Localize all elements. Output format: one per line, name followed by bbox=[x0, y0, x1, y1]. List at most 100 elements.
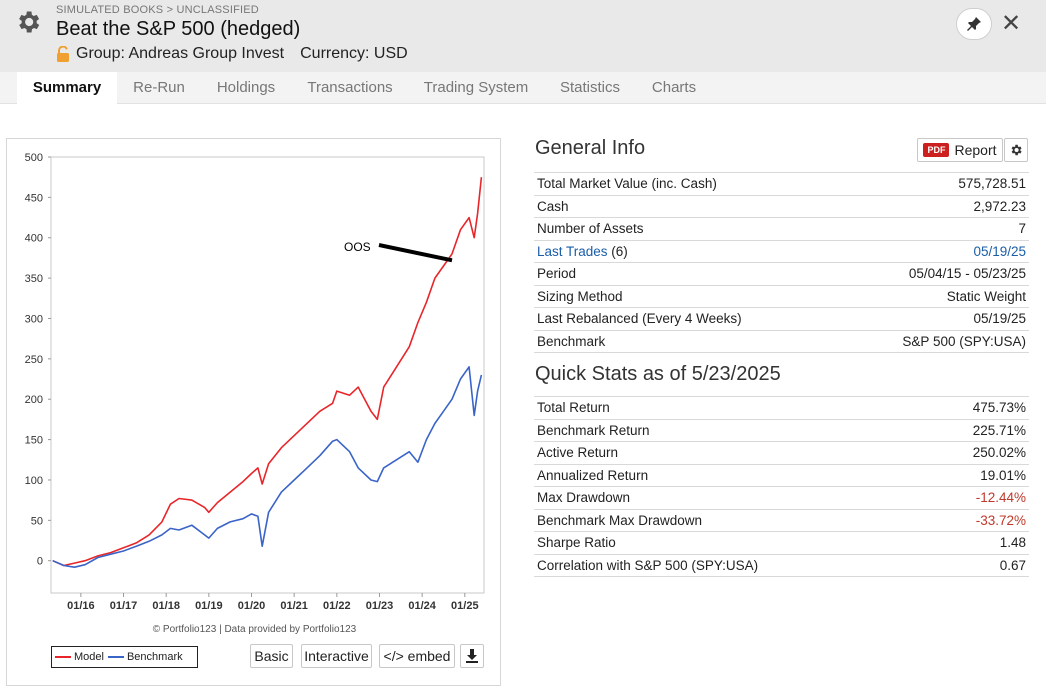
x-tick-label: 01/19 bbox=[195, 600, 223, 612]
row-label: Number of Assets bbox=[534, 217, 841, 241]
row-label: Total Market Value (inc. Cash) bbox=[534, 172, 841, 196]
y-tick-label: 450 bbox=[25, 192, 43, 204]
row-label: Benchmark bbox=[534, 330, 841, 353]
y-tick-label: 50 bbox=[31, 515, 43, 527]
y-tick-label: 500 bbox=[25, 152, 43, 164]
table-row: Correlation with S&P 500 (SPY:USA) 0.67 bbox=[534, 554, 1029, 577]
y-tick-label: 350 bbox=[25, 273, 43, 285]
pin-button[interactable] bbox=[956, 8, 992, 40]
report-settings-button[interactable] bbox=[1004, 138, 1028, 162]
y-tick-label: 250 bbox=[25, 354, 43, 366]
row-label: Correlation with S&P 500 (SPY:USA) bbox=[534, 554, 927, 577]
table-row: Last Rebalanced (Every 4 Weeks) 05/19/25 bbox=[534, 307, 1029, 331]
tab-trading-system[interactable]: Trading System bbox=[423, 79, 529, 96]
download-button[interactable] bbox=[460, 644, 484, 668]
x-tick-label: 01/23 bbox=[366, 600, 394, 612]
gear-icon bbox=[1011, 144, 1022, 156]
row-value: 7 bbox=[840, 217, 1029, 241]
table-row: Period 05/04/15 - 05/23/25 bbox=[534, 262, 1029, 286]
row-value: 0.67 bbox=[926, 554, 1029, 577]
row-value: 225.71% bbox=[926, 419, 1029, 442]
tab-summary[interactable]: Summary bbox=[17, 72, 117, 104]
y-tick-label: 400 bbox=[25, 233, 43, 245]
table-row: Sharpe Ratio 1.48 bbox=[534, 531, 1029, 555]
table-row: Total Market Value (inc. Cash) 575,728.5… bbox=[534, 172, 1029, 196]
tab-bar: Summary Re-Run Holdings Transactions Tra… bbox=[0, 72, 1046, 104]
row-label: Benchmark Return bbox=[534, 419, 927, 442]
row-label: Sizing Method bbox=[534, 285, 841, 308]
row-label: Max Drawdown bbox=[534, 486, 927, 510]
interactive-button[interactable]: Interactive bbox=[301, 644, 372, 668]
last-trades-date-link[interactable]: 05/19/25 bbox=[840, 240, 1029, 263]
legend-swatch-model bbox=[55, 656, 71, 658]
row-value: 05/19/25 bbox=[840, 307, 1029, 331]
tab-charts[interactable]: Charts bbox=[651, 79, 697, 96]
row-value: 19.01% bbox=[926, 464, 1029, 487]
plot-area bbox=[50, 156, 485, 594]
legend-item-benchmark[interactable]: Benchmark bbox=[107, 651, 183, 663]
x-tick-label: 01/24 bbox=[408, 600, 436, 612]
basic-button[interactable]: Basic bbox=[250, 644, 293, 668]
row-label: Benchmark Max Drawdown bbox=[534, 509, 927, 532]
table-row: Cash 2,972.23 bbox=[534, 195, 1029, 218]
table-row: Benchmark S&P 500 (SPY:USA) bbox=[534, 330, 1029, 353]
table-row: Max Drawdown -12.44% bbox=[534, 486, 1029, 510]
currency-label: Currency: USD bbox=[300, 45, 408, 62]
chart-credit: © Portfolio123 | Data provided by Portfo… bbox=[152, 624, 357, 635]
pin-icon bbox=[967, 17, 981, 31]
row-value: 05/04/15 - 05/23/25 bbox=[840, 262, 1029, 286]
series-line-benchmark bbox=[52, 366, 483, 568]
unlocked-lock-icon bbox=[57, 46, 69, 62]
row-label: Period bbox=[534, 262, 841, 286]
x-tick-label: 01/17 bbox=[110, 600, 138, 612]
quick-stats-table: Total Return 475.73% Benchmark Return 22… bbox=[534, 396, 1029, 577]
tab-transactions[interactable]: Transactions bbox=[307, 79, 393, 96]
table-row: Annualized Return 19.01% bbox=[534, 464, 1029, 487]
x-tick-label: 01/16 bbox=[67, 600, 95, 612]
x-tick-label: 01/21 bbox=[280, 600, 308, 612]
last-trades-count: (6) bbox=[607, 243, 628, 259]
report-button[interactable]: PDF Report bbox=[917, 138, 1003, 162]
row-value: -33.72% bbox=[926, 509, 1029, 532]
row-label: Last Rebalanced (Every 4 Weeks) bbox=[534, 307, 841, 331]
group-label: Group: Andreas Group Invest bbox=[76, 45, 285, 62]
tab-statistics[interactable]: Statistics bbox=[559, 79, 620, 96]
quick-stats-title: Quick Stats as of 5/23/2025 bbox=[535, 363, 781, 385]
general-info-table: Total Market Value (inc. Cash) 575,728.5… bbox=[534, 172, 1029, 353]
row-value: -12.44% bbox=[926, 486, 1029, 510]
legend-item-model[interactable]: Model bbox=[55, 651, 104, 663]
row-label: Active Return bbox=[534, 441, 927, 465]
x-tick-label: 01/22 bbox=[323, 600, 351, 612]
row-label: Cash bbox=[534, 195, 841, 218]
embed-button[interactable]: </> embed bbox=[379, 644, 455, 668]
last-trades-link[interactable]: Last Trades bbox=[537, 243, 608, 259]
table-row: Last Trades (6) 05/19/25 bbox=[534, 240, 1029, 263]
tab-re-run[interactable]: Re-Run bbox=[133, 79, 185, 96]
last-trades-cell: Last Trades (6) bbox=[534, 240, 841, 263]
breadcrumb[interactable]: SIMULATED BOOKS > UNCLASSIFIED bbox=[56, 4, 259, 16]
table-row: Number of Assets 7 bbox=[534, 217, 1029, 241]
row-value: 2,972.23 bbox=[840, 195, 1029, 218]
table-row: Benchmark Max Drawdown -33.72% bbox=[534, 509, 1029, 532]
row-value: Static Weight bbox=[840, 285, 1029, 308]
y-tick-label: 200 bbox=[25, 394, 43, 406]
table-row: Total Return 475.73% bbox=[534, 396, 1029, 420]
y-tick-label: 0 bbox=[37, 556, 43, 568]
table-row: Active Return 250.02% bbox=[534, 441, 1029, 465]
legend-swatch-benchmark bbox=[107, 656, 124, 658]
group-line: Group: Andreas Group Invest Currency: US… bbox=[56, 45, 408, 63]
gear-icon[interactable] bbox=[14, 8, 42, 36]
table-row: Sizing Method Static Weight bbox=[534, 285, 1029, 308]
x-tick-label: 01/25 bbox=[451, 600, 479, 612]
row-value: 250.02% bbox=[926, 441, 1029, 465]
tab-holdings[interactable]: Holdings bbox=[216, 79, 276, 96]
general-info-title: General Info bbox=[535, 137, 646, 159]
chart-legend: Model Benchmark bbox=[51, 646, 198, 668]
close-icon[interactable]: ✕ bbox=[1000, 10, 1022, 37]
download-icon bbox=[466, 649, 478, 663]
page-title: Beat the S&P 500 (hedged) bbox=[56, 18, 301, 40]
row-value: 575,728.51 bbox=[840, 172, 1029, 196]
x-tick-label: 01/18 bbox=[152, 600, 180, 612]
performance-chart[interactable]: 0 50 100 150 200 250 300 350 400 450 500 01/16 01/17… bbox=[7, 139, 502, 619]
row-label: Sharpe Ratio bbox=[534, 531, 927, 555]
